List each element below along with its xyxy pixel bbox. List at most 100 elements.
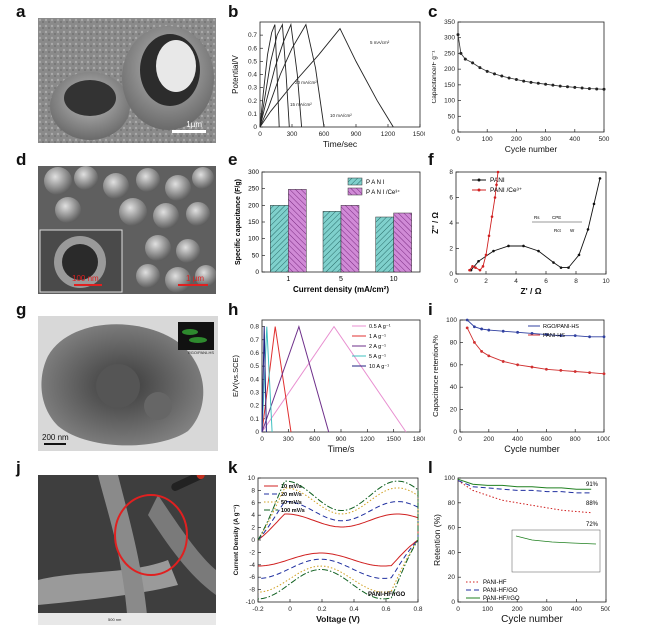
legend-marker bbox=[477, 178, 481, 182]
x-tick-label: 1000 bbox=[597, 436, 610, 443]
y-tick-label: 0.2 bbox=[248, 98, 257, 105]
legend-label: PANI-HF bbox=[483, 580, 507, 586]
data-point bbox=[588, 335, 591, 339]
data-point bbox=[559, 334, 563, 338]
data-point bbox=[516, 363, 519, 367]
y-tick-label: 0.6 bbox=[250, 350, 259, 357]
y-axis-label: Potential/V bbox=[231, 54, 240, 93]
x-axis-label: Voltage (V) bbox=[316, 614, 360, 624]
scale-label-d: 1 µm bbox=[186, 274, 204, 283]
bar bbox=[288, 189, 307, 273]
tem-image-g: RGO/PANI-HS 200 nm bbox=[38, 316, 218, 451]
series-line-2 bbox=[261, 324, 330, 433]
bar bbox=[322, 211, 342, 273]
data-point bbox=[545, 367, 548, 371]
y-tick-label: 300 bbox=[248, 169, 259, 176]
data-point bbox=[459, 51, 463, 55]
plot-frame bbox=[457, 477, 607, 603]
inset-plot-line bbox=[515, 535, 597, 545]
panel-label-f: f bbox=[428, 150, 434, 169]
x-tick-label: 2 bbox=[484, 278, 488, 285]
data-point bbox=[586, 228, 590, 231]
y-tick-label: 80 bbox=[450, 339, 458, 346]
panel-label-k: k bbox=[228, 458, 238, 477]
data-point bbox=[537, 249, 540, 253]
y-tick-label: 100 bbox=[248, 236, 259, 243]
x-axis-label: Time/s bbox=[328, 444, 355, 454]
circuit-label: Rs bbox=[534, 215, 540, 220]
series-line bbox=[457, 34, 605, 90]
series-line-0 bbox=[466, 319, 604, 338]
plot-frame bbox=[457, 21, 605, 133]
chart-c: 0 100 200 300 400 500 0 50 100 150 200 250 300 350 Cyc… bbox=[432, 19, 610, 154]
data-point bbox=[495, 183, 498, 187]
data-point bbox=[516, 330, 519, 334]
data-point bbox=[522, 79, 526, 83]
data-point bbox=[501, 329, 505, 333]
y-tick-label: 300 bbox=[444, 35, 455, 42]
legend-label: 50 mV/s bbox=[281, 500, 302, 506]
x-tick-label: 200 bbox=[512, 606, 523, 613]
x-axis-label: Time/sec bbox=[323, 139, 358, 149]
data-point bbox=[481, 265, 485, 268]
retention-annotation: 72% bbox=[586, 522, 599, 528]
panel-label-g: g bbox=[16, 300, 27, 319]
legend-label: 5 A g⁻¹ bbox=[369, 354, 386, 360]
x-tick-label: 500 bbox=[601, 606, 610, 613]
y-tick-label: -8 bbox=[249, 587, 255, 594]
cv-loop-1 bbox=[257, 501, 419, 579]
plot-frame bbox=[455, 171, 607, 275]
y-tick-label: 0 bbox=[451, 129, 455, 136]
series-line-0 bbox=[457, 480, 592, 514]
data-point bbox=[577, 253, 581, 257]
y-tick-label: 0.6 bbox=[248, 45, 257, 52]
data-point bbox=[507, 76, 511, 80]
y-tick-label: 350 bbox=[444, 19, 455, 26]
legend-label: PANI-HS bbox=[543, 333, 565, 339]
scale-bar-a bbox=[172, 130, 206, 133]
x-tick-label: 100 bbox=[482, 606, 493, 613]
legend-label: P A N I bbox=[366, 180, 385, 186]
y-tick-label: 2 bbox=[251, 525, 255, 532]
data-point bbox=[514, 78, 518, 82]
y-tick-label: 0.3 bbox=[248, 85, 257, 92]
x-tick-label: 0 bbox=[458, 436, 462, 443]
scale-bar-d bbox=[178, 284, 208, 286]
x-tick-label: 10 bbox=[602, 278, 610, 285]
cv-loop-3 bbox=[257, 480, 419, 600]
y-tick-label: 0 bbox=[255, 269, 259, 276]
x-tick-label: 4 bbox=[514, 278, 518, 285]
chart-b: 0 300 600 900 1200 1500 0 0.1 0.2 0.3 0.4 0.5 0.6 0.7… bbox=[231, 21, 425, 149]
sem-hollow-spheres-graphic bbox=[38, 18, 216, 143]
y-tick-label: 8 bbox=[251, 487, 255, 494]
x-axis-label: Cycle number bbox=[504, 444, 560, 454]
x-tick-label: 200 bbox=[511, 136, 522, 143]
inset-plot-frame bbox=[511, 529, 601, 573]
sem-image-j: 500 nm bbox=[38, 475, 216, 625]
y-tick-label: 2 bbox=[449, 246, 453, 253]
y-tick-label: 20 bbox=[448, 574, 456, 581]
data-point bbox=[573, 334, 577, 338]
x-tick-label: 8 bbox=[574, 278, 578, 285]
data-point bbox=[602, 372, 606, 376]
y-tick-label: 0.5 bbox=[250, 363, 259, 370]
bar bbox=[270, 205, 289, 273]
scale-label-j: 500 nm bbox=[108, 617, 122, 622]
plot-frame bbox=[459, 319, 605, 433]
x-tick-label: 0 bbox=[454, 278, 458, 285]
retention-annotation: 91% bbox=[586, 482, 599, 488]
y-tick-label: 250 bbox=[444, 50, 455, 57]
x-tick-label: 800 bbox=[570, 436, 581, 443]
y-tick-label: 0 bbox=[449, 271, 453, 278]
x-tick-label: -0.2 bbox=[252, 606, 264, 613]
y-tick-label: 200 bbox=[248, 202, 259, 209]
legend-label: 10 mV/s bbox=[281, 484, 302, 490]
data-point bbox=[493, 196, 497, 199]
x-tick-label: 500 bbox=[599, 136, 610, 143]
y-tick-label: 200 bbox=[444, 66, 455, 73]
data-point bbox=[501, 360, 505, 363]
data-point bbox=[492, 249, 495, 253]
x-tick-label: 1500 bbox=[413, 131, 425, 138]
tem-aggregate-graphic bbox=[38, 316, 218, 451]
